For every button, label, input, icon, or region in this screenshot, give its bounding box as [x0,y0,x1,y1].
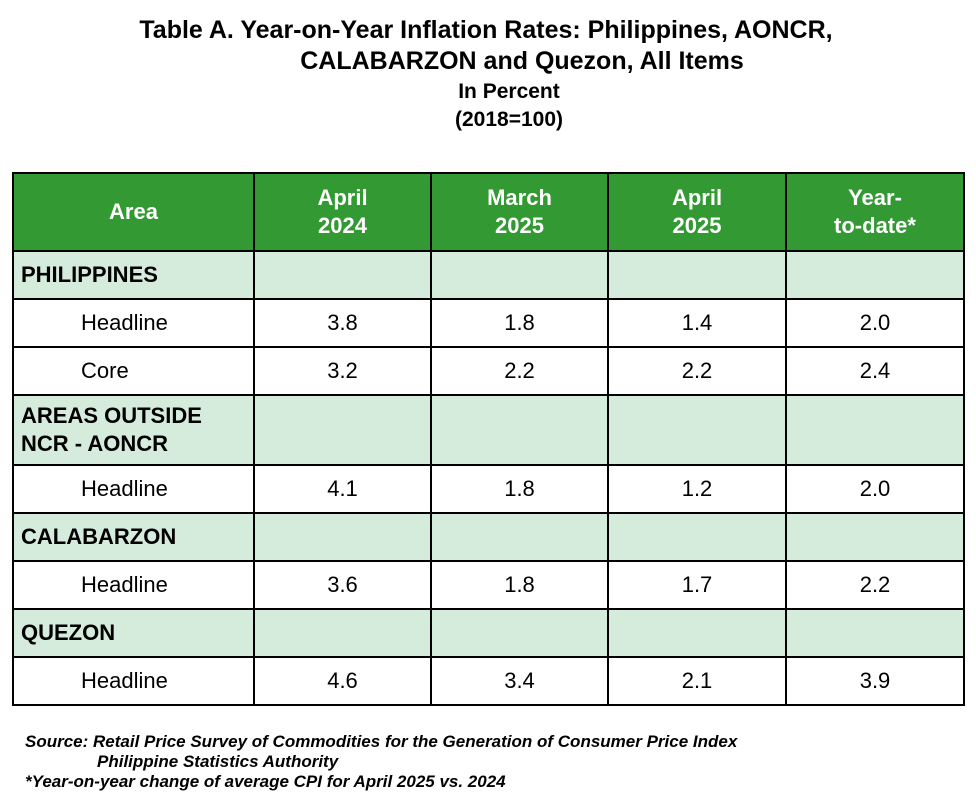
section-label: AREAS OUTSIDE NCR - AONCR [12,394,255,466]
value-year-to-date: 3.9 [785,656,965,706]
section-row-calabarzon: CALABARZON [12,512,965,562]
value-march-2025: 2.2 [430,346,609,396]
empty-cell [607,250,787,300]
empty-cell [785,250,965,300]
value-year-to-date: 2.2 [785,560,965,610]
empty-cell [785,394,965,466]
row-label: Headline [12,298,255,348]
table-row: Headline 4.6 3.4 2.1 3.9 [12,656,965,706]
section-row-philippines: PHILIPPINES [12,250,965,300]
value-march-2025: 3.4 [430,656,609,706]
table-row: Headline 4.1 1.8 1.2 2.0 [12,464,965,514]
col-header-march-2025: March 2025 [430,172,609,252]
header-row: Area April 2024 March 2025 April 2025 Year-… [12,172,965,252]
col-header-april-2025: April 2025 [607,172,787,252]
empty-cell [607,394,787,466]
col-header-april-2024: April 2024 [253,172,432,252]
value-year-to-date: 2.0 [785,464,965,514]
empty-cell [785,608,965,658]
table-row: Headline 3.6 1.8 1.7 2.2 [12,560,965,610]
table-title: Table A. Year-on-Year Inflation Rates: P… [0,14,976,134]
title-subject: CALABARZON and Quezon, All Items [300,47,744,75]
empty-cell [253,512,432,562]
ytd-note: *Year-on-year change of average CPI for … [25,772,506,791]
source-agency: Philippine Statistics Authority [97,752,339,771]
title-base-year: (2018=100) [454,108,563,131]
col-header-year-to-date: Year-to-date* [785,172,965,252]
row-label: Headline [12,560,255,610]
value-march-2025: 1.8 [430,298,609,348]
value-april-2025: 1.2 [607,464,787,514]
empty-cell [607,512,787,562]
value-april-2024: 3.6 [253,560,432,610]
row-label: Headline [12,656,255,706]
title-main: Table A. Year-on-Year Inflation Rates: P… [139,16,833,44]
value-april-2025: 1.7 [607,560,787,610]
section-row-aoncr: AREAS OUTSIDE NCR - AONCR [12,394,965,466]
value-april-2025: 1.4 [607,298,787,348]
empty-cell [430,608,609,658]
value-april-2024: 4.1 [253,464,432,514]
empty-cell [253,250,432,300]
value-april-2025: 2.1 [607,656,787,706]
value-year-to-date: 2.4 [785,346,965,396]
value-march-2025: 1.8 [430,464,609,514]
empty-cell [430,250,609,300]
row-label: Headline [12,464,255,514]
value-year-to-date: 2.0 [785,298,965,348]
value-april-2024: 3.2 [253,346,432,396]
col-header-area: Area [12,172,255,252]
table-row: Headline 3.8 1.8 1.4 2.0 [12,298,965,348]
value-march-2025: 1.8 [430,560,609,610]
section-row-quezon: QUEZON [12,608,965,658]
footnotes: Source: Retail Price Survey of Commoditi… [25,732,737,792]
value-april-2025: 2.2 [607,346,787,396]
empty-cell [430,394,609,466]
empty-cell [253,608,432,658]
inflation-table: Area April 2024 March 2025 April 2025 Year-… [12,172,965,706]
section-label: CALABARZON [12,512,255,562]
source-line: Source: Retail Price Survey of Commoditi… [25,732,738,751]
empty-cell [607,608,787,658]
title-unit: In Percent [458,80,560,103]
empty-cell [253,394,432,466]
table-row: Core 3.2 2.2 2.2 2.4 [12,346,965,396]
empty-cell [430,512,609,562]
section-label: PHILIPPINES [12,250,255,300]
section-label: QUEZON [12,608,255,658]
value-april-2024: 3.8 [253,298,432,348]
empty-cell [785,512,965,562]
row-label: Core [12,346,255,396]
value-april-2024: 4.6 [253,656,432,706]
